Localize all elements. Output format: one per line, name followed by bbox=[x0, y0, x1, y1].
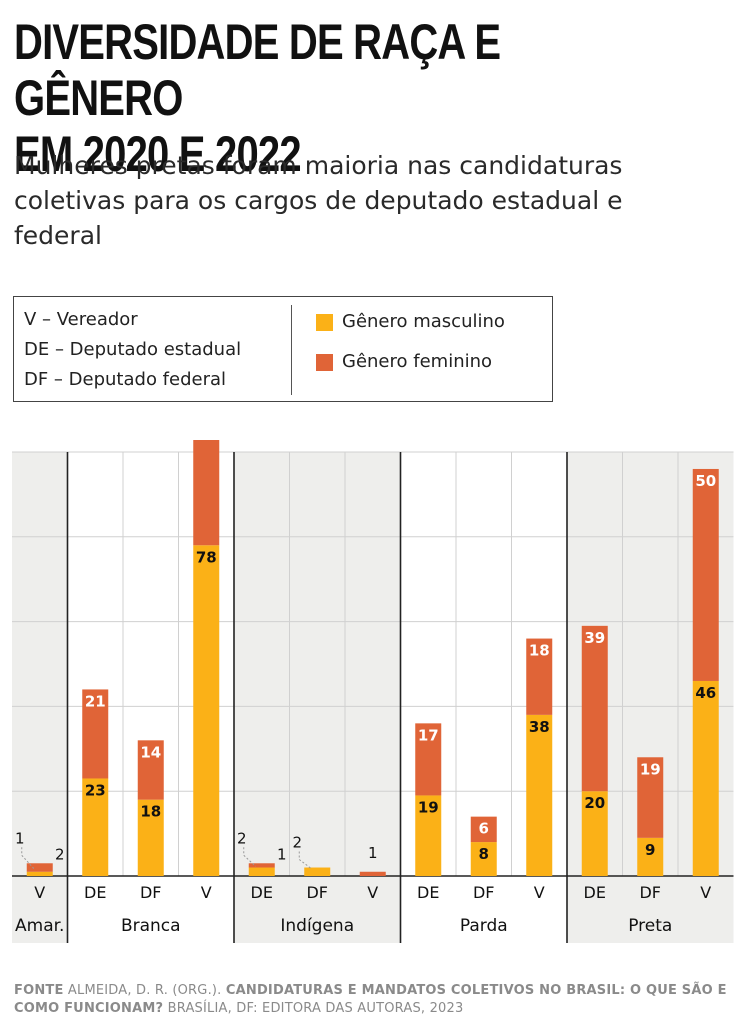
bar-female bbox=[581, 625, 608, 792]
data-label-male: 9 bbox=[645, 841, 655, 859]
chart-title: DIVERSIDADE DE RAÇA E GÊNERO EM 2020 E 2… bbox=[14, 14, 501, 182]
tick-label-df: DF bbox=[306, 883, 328, 902]
data-label-female: 18 bbox=[529, 642, 550, 660]
group-background bbox=[12, 452, 68, 943]
bar-female bbox=[526, 638, 553, 715]
data-label-female: 14 bbox=[140, 743, 161, 761]
tick-label-v: V bbox=[201, 883, 212, 902]
bar-female bbox=[137, 740, 164, 800]
bar-chart: 12VAmar.2321DE1814DF7885VBranca21DE2DF1V… bbox=[12, 440, 734, 943]
bar-male bbox=[637, 837, 664, 876]
bar-female bbox=[692, 468, 719, 681]
tick-label-df: DF bbox=[639, 883, 661, 902]
data-label-female: 39 bbox=[584, 629, 605, 647]
data-label-female: 19 bbox=[640, 760, 661, 778]
data-label-female: 1 bbox=[277, 845, 287, 863]
legend-abbr-de: DE – Deputado estadual bbox=[24, 339, 242, 360]
bar-female bbox=[193, 440, 220, 546]
data-label-male: 2 bbox=[292, 834, 302, 852]
data-label-male: 1 bbox=[15, 829, 25, 847]
legend-label-female: Gênero feminino bbox=[342, 351, 493, 372]
data-label-female: 50 bbox=[695, 472, 716, 490]
data-label-male: 46 bbox=[695, 684, 716, 702]
source-publisher: Brasília, DF: Editora das Autoras, 2023 bbox=[167, 1001, 464, 1016]
data-label-male: 19 bbox=[418, 798, 439, 816]
label-leader bbox=[21, 847, 35, 869]
data-label-male: 78 bbox=[196, 548, 217, 566]
bar-female bbox=[359, 871, 386, 876]
legend-abbr-v: V – Vereador bbox=[24, 309, 138, 330]
bar-male bbox=[470, 842, 497, 876]
bar-male bbox=[248, 867, 275, 876]
tick-label-v: V bbox=[367, 883, 378, 902]
tick-label-df: DF bbox=[473, 883, 495, 902]
bar-male bbox=[82, 778, 109, 876]
source-work: Candidaturas e mandatos coletivos no Bra… bbox=[14, 983, 727, 1016]
chart-subtitle: Mulheres pretas foram maioria nas candid… bbox=[14, 151, 623, 250]
data-label-female: 21 bbox=[85, 692, 106, 710]
bar-female bbox=[248, 863, 275, 868]
data-label-male: 38 bbox=[529, 718, 550, 736]
legend-box: V – Vereador DE – Deputado estadual DF –… bbox=[13, 296, 553, 402]
source-prefix: Fonte bbox=[14, 983, 64, 998]
group-label: Parda bbox=[460, 916, 508, 936]
group-label: Indígena bbox=[280, 916, 354, 936]
tick-label-de: DE bbox=[251, 883, 273, 902]
source-author: Almeida, D. R. (Org.). bbox=[67, 983, 222, 998]
tick-label-v: V bbox=[34, 883, 45, 902]
data-label-female: 17 bbox=[418, 726, 439, 744]
bar-male bbox=[193, 545, 220, 876]
legend-swatch-female bbox=[316, 354, 333, 371]
bar-male bbox=[137, 799, 164, 876]
bar-female bbox=[637, 757, 664, 838]
bar-female bbox=[415, 723, 442, 796]
bar-male bbox=[304, 867, 331, 876]
bar-female bbox=[470, 816, 497, 843]
label-leader bbox=[243, 847, 257, 867]
data-label-male: 8 bbox=[479, 845, 489, 863]
group-label: Preta bbox=[628, 916, 672, 936]
bar-male bbox=[692, 680, 719, 876]
legend-label-male: Gênero masculino bbox=[342, 311, 505, 332]
legend-abbr-df: DF – Deputado federal bbox=[24, 369, 227, 390]
bar-male bbox=[526, 714, 553, 876]
tick-label-v: V bbox=[534, 883, 545, 902]
tick-label-de: DE bbox=[84, 883, 106, 902]
data-label-female: 6 bbox=[479, 820, 489, 838]
data-label-female: 1 bbox=[368, 844, 378, 862]
tick-label-de: DE bbox=[584, 883, 606, 902]
data-label-male: 23 bbox=[85, 781, 106, 799]
source-note: Fonte Almeida, D. R. (Org.). Candidatura… bbox=[14, 982, 734, 1018]
bar-female bbox=[26, 863, 53, 872]
legend-swatch-male bbox=[316, 314, 333, 331]
group-label: Amar. bbox=[15, 916, 64, 936]
tick-label-de: DE bbox=[417, 883, 439, 902]
bar-female bbox=[82, 689, 109, 779]
tick-label-v: V bbox=[700, 883, 711, 902]
bar-male bbox=[26, 871, 53, 876]
bar-male bbox=[581, 791, 608, 876]
data-label-male: 2 bbox=[237, 829, 247, 847]
group-label: Branca bbox=[121, 916, 181, 936]
bar-male bbox=[415, 795, 442, 876]
group-background bbox=[234, 452, 401, 943]
tick-label-df: DF bbox=[140, 883, 162, 902]
data-label-female: 2 bbox=[55, 845, 65, 863]
legend-divider bbox=[291, 305, 292, 395]
data-label-male: 20 bbox=[584, 794, 605, 812]
data-label-male: 18 bbox=[140, 803, 161, 821]
